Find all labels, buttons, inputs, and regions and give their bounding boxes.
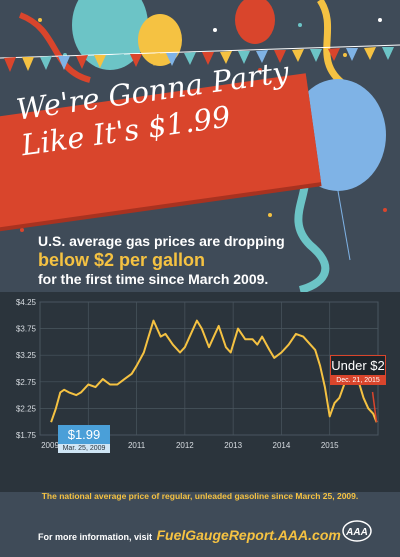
intro-line-1: U.S. average gas prices are dropping	[38, 233, 285, 249]
x-tick-label: 2012	[176, 441, 194, 450]
x-tick-label: 2015	[321, 441, 339, 450]
intro-text: U.S. average gas prices are dropping bel…	[38, 232, 368, 288]
y-axis-ticks: $1.75 $2.25 $2.75 $3.25 $3.75 $4.25	[16, 298, 37, 440]
chart-caption: The national average price of regular, u…	[41, 491, 359, 501]
y-tick-label: $2.75	[16, 378, 37, 387]
callout-under-2-2015: Under $2 Dec. 21, 2015	[330, 355, 386, 385]
y-tick-label: $1.75	[16, 431, 37, 440]
x-tick-label: 2009	[41, 441, 59, 450]
x-tick-label: 2013	[224, 441, 242, 450]
callout-low-price: $1.99	[58, 425, 110, 444]
footer-prefix: For more information, visit	[38, 532, 153, 542]
callout-pointer	[371, 391, 378, 423]
intro-line-3: for the first time since March 2009.	[38, 271, 269, 287]
callout-low-date: Mar. 25, 2009	[58, 444, 110, 453]
aaa-logo: AAA	[342, 520, 372, 542]
footer-link[interactable]: FuelGaugeReport.AAA.com	[156, 527, 341, 543]
footer: For more information, visit FuelGaugeRep…	[38, 527, 341, 545]
callout-under-date: Dec. 21, 2015	[330, 376, 386, 385]
y-tick-label: $4.25	[16, 298, 37, 307]
price-chart: $1.75$2.25$2.75$3.25$3.75$4.25 200920102…	[16, 298, 379, 450]
callout-under-price: Under $2	[330, 355, 386, 376]
logo-text: AAA	[345, 527, 368, 538]
price-line	[50, 319, 378, 423]
y-tick-label: $2.25	[16, 404, 37, 413]
callout-low-2009: $1.99 Mar. 25, 2009	[58, 425, 110, 453]
balloon-teal	[72, 0, 148, 70]
chart-gridlines	[39, 301, 379, 436]
balloon-red	[235, 0, 275, 44]
chart-frame	[39, 301, 379, 436]
streamer-yellow	[316, 0, 348, 88]
x-tick-label: 2011	[128, 441, 146, 450]
y-tick-label: $3.75	[16, 325, 37, 334]
intro-highlight: below $2 per gallon	[38, 250, 206, 270]
price-line-series	[50, 319, 378, 423]
streamer-red	[18, 12, 91, 83]
bunting	[0, 44, 400, 72]
x-tick-label: 2014	[273, 441, 291, 450]
y-tick-label: $3.25	[16, 351, 37, 360]
